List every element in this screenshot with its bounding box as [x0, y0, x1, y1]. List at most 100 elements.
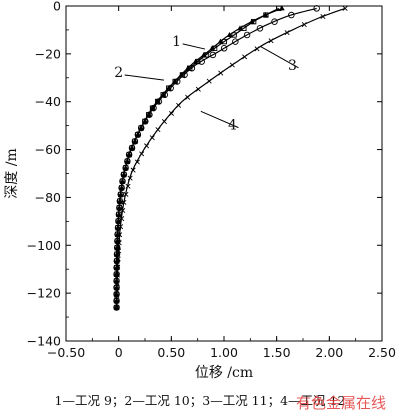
chart: −0.50 0 0.50 1.00 1.50 2.00 2.50 0 −20 −40 −60 −80 −… [4, 0, 396, 381]
series-4-point [134, 159, 140, 165]
series-4-point [120, 207, 126, 214]
series-4-point [115, 264, 121, 270]
series-4-point [127, 175, 133, 181]
series-3-line [115, 7, 317, 308]
series-3-point [232, 38, 239, 45]
series-3-point [114, 237, 121, 245]
series-3-point [271, 18, 278, 25]
series-3-point [161, 91, 169, 99]
series-3-point [181, 71, 188, 79]
series-2-point [203, 52, 209, 58]
series-3-point [137, 124, 145, 132]
series-2-point [135, 132, 141, 138]
series-4-point [139, 151, 145, 157]
x-tick-label: −0.50 [47, 345, 85, 360]
series-4-point [130, 167, 136, 173]
series-3-point [128, 144, 136, 152]
series-4-point [119, 216, 125, 222]
series-3-point [220, 45, 228, 52]
series-2-point [138, 125, 144, 131]
series-4-point [342, 5, 348, 11]
series-4 [114, 5, 348, 311]
series-2-point [241, 25, 247, 31]
series-layer [113, 5, 348, 311]
y-tick-label: −100 [27, 238, 61, 253]
annotation-leader-1 [182, 43, 206, 50]
x-tick-label: 1.00 [210, 345, 238, 360]
series-3-point [131, 138, 139, 145]
series-4-point [121, 199, 127, 205]
series-4-point [144, 143, 150, 149]
series-4-point [114, 280, 120, 286]
series-3-point [122, 164, 129, 172]
series-4-point [195, 86, 201, 92]
annotation-leader-4 [200, 110, 239, 129]
annotation-leader-3 [260, 46, 299, 69]
series-4-point [123, 191, 129, 197]
series-3 [113, 5, 320, 311]
series-3-point [155, 98, 163, 105]
series-3-point [113, 264, 120, 271]
series-4-point [301, 22, 307, 28]
series-3-point [113, 251, 121, 258]
series-2-point [211, 45, 218, 51]
series-3-point [150, 104, 157, 112]
series-4-point [125, 183, 131, 189]
annotation-label-2: 2 [114, 65, 123, 81]
series-4-point [168, 110, 175, 117]
series-4-point [117, 232, 123, 238]
series-3-point [256, 25, 264, 32]
series-2-point [263, 12, 269, 18]
series-3-point [173, 78, 181, 85]
series-3-point [243, 31, 251, 39]
series-4-point [242, 54, 248, 60]
series-3-point [188, 64, 196, 72]
series-4-point [116, 240, 122, 246]
annotation-label-4: 4 [228, 118, 237, 134]
series-4-point [229, 62, 235, 68]
x-tick-label: 0.50 [157, 345, 185, 360]
series-3-point [117, 191, 124, 198]
series-3-point [134, 131, 142, 138]
series-3-point [313, 5, 320, 12]
series-4-point [161, 119, 167, 125]
x-tick-label: 2.50 [368, 345, 396, 360]
y-tick-label: −80 [35, 190, 61, 205]
series-2-point [276, 5, 282, 12]
series-4-point [176, 102, 182, 108]
series-4-point [284, 30, 290, 36]
y-axis-title: 深度 /m [4, 148, 20, 198]
series-2-point [221, 38, 228, 45]
y-tick-label: −140 [27, 334, 61, 349]
plot-frame: −0.50 0 0.50 1.00 1.50 2.00 2.50 0 −20 −40 −60 −80 −… [4, 0, 396, 381]
annotation-leader-2 [124, 74, 165, 81]
y-tick-label: −120 [27, 286, 61, 301]
series-4-point [206, 78, 212, 84]
annotation-label-3: 3 [288, 58, 297, 74]
annotation-label-1: 1 [172, 34, 181, 50]
series-4-point [149, 135, 155, 141]
series-4-point [114, 296, 120, 302]
series-2-point [126, 151, 132, 158]
series-3-point [125, 151, 133, 158]
series-4-point [115, 256, 121, 262]
series-4-point [268, 38, 274, 44]
x-tick-label: 0 [115, 345, 123, 360]
y-tick-label: −40 [35, 94, 61, 109]
series-4-point [118, 224, 124, 230]
series-4-point [114, 288, 120, 294]
series-3-point [119, 177, 126, 185]
series-3-point [146, 111, 153, 118]
series-4-point [114, 272, 120, 278]
series-3-point [113, 271, 120, 278]
series-3-point [288, 11, 295, 19]
series-2-point [231, 32, 237, 38]
series-3-point [198, 58, 205, 65]
series-2-line [115, 7, 280, 308]
plot-area-border [65, 5, 383, 342]
figure-caption: 1—工况 9；2—工况 10；3—工况 11；4—工况 12 [54, 393, 346, 408]
series-3-point [167, 84, 174, 92]
series-2-point [250, 19, 257, 25]
series-3-point [209, 51, 217, 59]
series-3-point [124, 158, 131, 165]
